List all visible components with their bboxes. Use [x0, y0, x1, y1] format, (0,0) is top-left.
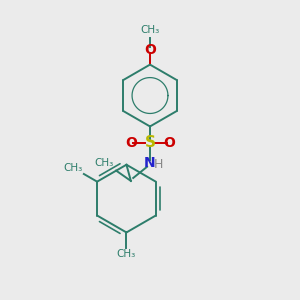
Text: CH₃: CH₃ — [117, 249, 136, 259]
Text: CH₃: CH₃ — [63, 163, 83, 173]
Text: CH₃: CH₃ — [140, 25, 160, 34]
Text: S: S — [145, 135, 155, 150]
Text: O: O — [125, 136, 137, 150]
Text: O: O — [163, 136, 175, 150]
Text: H: H — [154, 158, 163, 171]
Text: O: O — [144, 43, 156, 57]
Text: N: N — [144, 156, 156, 170]
Text: CH₃: CH₃ — [94, 158, 113, 168]
